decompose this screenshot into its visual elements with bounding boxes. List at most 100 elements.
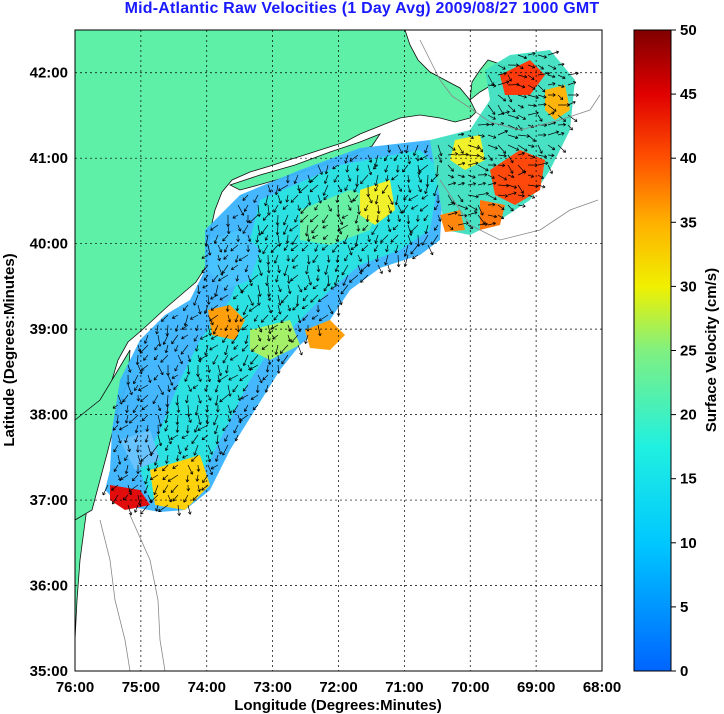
velocity-arrow <box>136 464 140 475</box>
velocity-arrow <box>246 244 250 253</box>
velocity-arrow <box>219 394 229 403</box>
velocity-arrow <box>241 284 249 293</box>
velocity-arrow <box>164 414 169 424</box>
velocity-arrow <box>306 254 311 265</box>
x-tick-label: 69:00 <box>517 679 555 696</box>
velocity-arrow <box>419 204 429 212</box>
y-tick-label: 39:00 <box>30 321 68 338</box>
velocity-arrow <box>186 484 191 492</box>
velocity-arrow <box>257 244 262 253</box>
velocity-arrow <box>367 234 371 243</box>
y-tick-label: 42:00 <box>30 65 68 82</box>
velocity-arrow <box>367 194 373 204</box>
velocity-arrow <box>250 354 259 365</box>
velocity-arrow <box>292 264 299 269</box>
colorbar-tick-label: 35 <box>680 214 697 231</box>
velocity-arrow <box>187 414 192 423</box>
velocity-arrow <box>517 114 526 120</box>
velocity-arrow <box>416 154 420 162</box>
velocity-arrow <box>160 354 169 363</box>
velocity-arrow <box>307 274 312 286</box>
velocity-arrow <box>557 94 564 101</box>
y-axis: 42:00 41:00 40:00 39:00 38:00 37:00 36:00 35:00 <box>30 65 68 680</box>
velocity-arrow <box>434 204 439 211</box>
velocity-arrow <box>250 394 259 400</box>
velocity-arrow <box>311 314 319 320</box>
velocity-arrow <box>181 324 189 330</box>
velocity-arrow <box>219 294 229 301</box>
velocity-arrow <box>477 144 484 153</box>
velocity-arrow <box>279 344 289 354</box>
velocity-arrow <box>278 184 289 192</box>
velocity-arrow <box>223 254 229 260</box>
x-tick-label: 73:00 <box>253 679 291 696</box>
velocity-arrow <box>128 484 139 492</box>
velocity-arrow <box>143 484 149 494</box>
velocity-arrow <box>145 424 150 432</box>
velocity-arrow <box>165 454 169 464</box>
velocity-arrow <box>447 144 456 151</box>
velocity-arrow <box>334 264 339 273</box>
velocity-arrow <box>306 234 311 243</box>
velocity-arrow <box>251 344 259 352</box>
velocity-arrow <box>385 244 389 253</box>
velocity-arrow <box>353 184 359 193</box>
colorbar-tick-label: 25 <box>680 343 697 360</box>
colorbar-tick-label: 50 <box>680 22 697 39</box>
velocity-arrow <box>316 304 320 313</box>
velocity-arrow <box>237 204 245 216</box>
velocity-arrow <box>261 344 269 350</box>
velocity-arrow <box>413 144 419 156</box>
velocity-arrow <box>276 354 281 362</box>
velocity-arrow <box>487 163 497 167</box>
velocity-arrow <box>374 184 379 192</box>
velocity-arrow <box>304 284 309 291</box>
velocity-arrow <box>257 284 262 297</box>
velocity-arrow <box>517 94 527 99</box>
velocity-arrow <box>372 164 379 170</box>
map-title: Mid-Atlantic Raw Velocities (1 Day Avg) … <box>124 0 600 17</box>
velocity-arrow <box>326 254 331 263</box>
velocity-arrow <box>537 94 547 99</box>
velocity-arrow <box>214 424 219 435</box>
velocity-arrow <box>517 64 524 70</box>
velocity-arrow <box>322 224 329 229</box>
velocity-arrow <box>374 174 379 187</box>
velocity-arrow <box>131 474 139 482</box>
velocity-arrow <box>409 224 419 233</box>
velocity-arrow <box>134 434 139 443</box>
velocity-arrow <box>297 344 303 356</box>
velocity-arrow <box>457 161 466 166</box>
velocity-arrow <box>289 224 299 232</box>
velocity-arrow <box>347 194 353 203</box>
velocity-arrow <box>217 444 223 455</box>
velocity-arrow <box>165 324 170 337</box>
velocity-arrow <box>266 264 271 274</box>
velocity-arrow <box>397 144 403 154</box>
velocity-arrow <box>427 244 434 256</box>
velocity-arrow <box>337 224 349 232</box>
velocity-arrow <box>326 274 331 287</box>
velocity-arrow <box>527 64 536 69</box>
velocity-arrow <box>402 164 409 173</box>
velocity-arrow <box>227 384 232 397</box>
velocity-arrow <box>487 214 498 219</box>
velocity-arrow <box>386 214 391 223</box>
velocity-arrow <box>257 254 262 263</box>
velocity-arrow <box>229 354 239 361</box>
velocity-arrow <box>282 204 289 210</box>
velocity-arrow <box>277 264 281 274</box>
velocity-arrow <box>487 194 497 200</box>
velocity-arrow <box>547 164 553 174</box>
velocity-arrow <box>433 184 439 197</box>
velocity-arrow <box>316 264 321 273</box>
velocity-arrow <box>322 184 329 196</box>
velocity-arrow <box>547 111 555 116</box>
velocity-arrow <box>244 264 249 273</box>
velocity-arrow <box>281 354 289 365</box>
colorbar-tick-label: 15 <box>680 471 697 488</box>
velocity-arrow <box>487 122 495 127</box>
velocity-arrow <box>243 204 249 212</box>
velocity-arrow <box>275 224 280 236</box>
velocity-arrow <box>457 204 469 210</box>
